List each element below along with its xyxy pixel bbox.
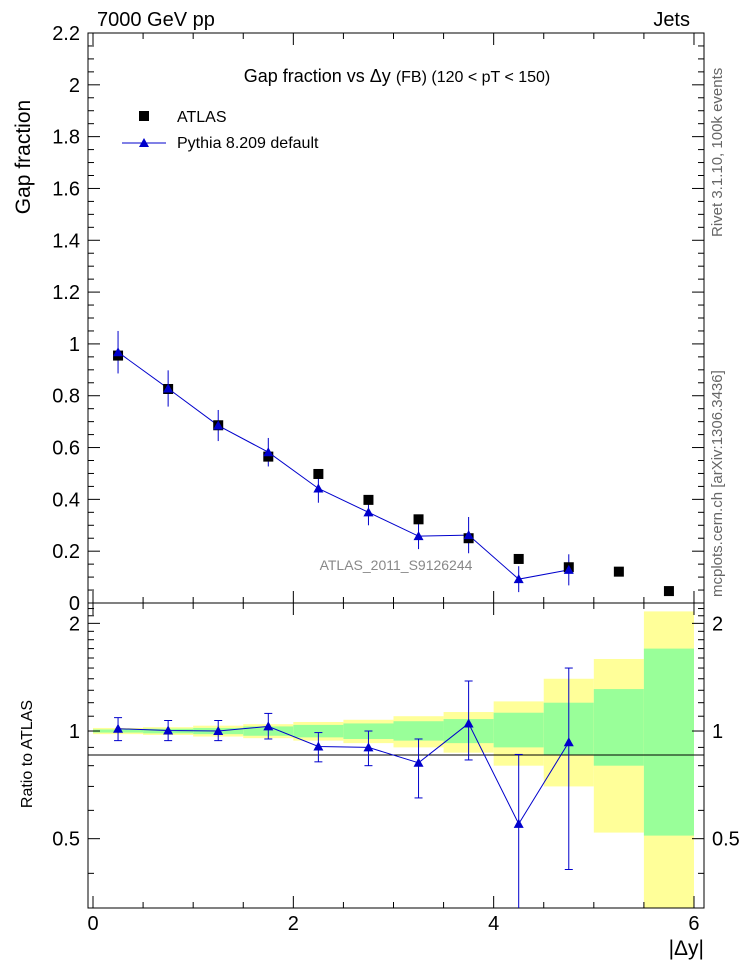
atlas-data-point — [663, 586, 674, 597]
ratio-stat-uncertainty-band — [593, 689, 644, 766]
ratio-data-series — [113, 667, 574, 908]
ratio-data-point — [263, 721, 274, 731]
main-data-series — [113, 330, 674, 597]
main-y-tick-label: 0.4 — [52, 489, 80, 511]
ratio-data-point — [363, 742, 374, 752]
main-panel: 0 0.2 0.4 0.6 0.8 1 1.2 1.4 1.6 1.8 2 2.2 Gap fract… — [12, 23, 705, 615]
header-energy-label: 7000 GeV pp — [97, 9, 215, 31]
x-axis-label: |Δy| — [669, 937, 704, 960]
ratio-y-tick-label: 1 — [69, 721, 80, 743]
legend-pythia-label: Pythia 8.209 default — [177, 135, 319, 152]
ratio-panel: 0.5 0.5 1 1 2 2 0 2 4 6 Ratio to ATLAS |Δy| — [19, 602, 740, 960]
pythia-data-point — [213, 420, 224, 430]
main-chart-title-suffix: (FB) (120 < pT < 150) — [396, 69, 550, 86]
ratio-data-point — [213, 726, 224, 736]
ratio-y-tick-label: 2 — [69, 613, 80, 635]
main-chart-title: Gap fraction vs Δy (FB) (120 < pT < 150) — [244, 66, 551, 86]
pythia-data-point — [113, 347, 124, 357]
atlas-data-point — [613, 566, 624, 577]
main-y-tick-label: 0.8 — [52, 386, 80, 408]
main-y-tick-label: 1.2 — [52, 282, 80, 304]
legend: ATLAS Pythia 8.209 default — [122, 109, 319, 152]
rivet-version-label: Rivet 3.1.10, 100k events — [709, 68, 726, 237]
ratio-y-axis-label: Ratio to ATLAS — [19, 700, 36, 808]
main-y-tick-label: 0 — [69, 593, 80, 615]
atlas-data-point — [513, 553, 524, 564]
main-y-axis-label: Gap fraction — [12, 100, 35, 214]
ratio-y-tick-label-right: 0.5 — [712, 829, 740, 851]
ratio-stat-uncertainty-band — [393, 721, 444, 741]
legend-atlas-marker — [139, 111, 149, 121]
atlas-data-point — [313, 468, 324, 479]
main-y-axis: 0 0.2 0.4 0.6 0.8 1 1.2 1.4 1.6 1.8 2 2.2 — [52, 23, 704, 615]
ratio-stat-uncertainty-band — [293, 724, 344, 738]
pythia-data-point — [413, 531, 424, 541]
main-x-axis — [92, 33, 695, 603]
ratio-data-point — [113, 723, 124, 733]
ratio-data-point — [313, 741, 324, 751]
pythia-data-point — [363, 507, 374, 517]
ratio-data-point — [463, 718, 474, 728]
main-y-tick-label: 2 — [69, 75, 80, 97]
ratio-y-tick-label-right: 1 — [712, 721, 723, 743]
ratio-y-axis: 0.5 0.5 1 1 2 2 — [52, 608, 740, 874]
main-y-tick-label: 1 — [69, 334, 80, 356]
pythia-data-point — [263, 447, 274, 457]
ratio-y-tick-label: 0.5 — [52, 829, 80, 851]
pythia-data-point — [463, 530, 474, 540]
ratio-data-point — [513, 818, 524, 828]
ratio-stat-uncertainty-band — [493, 712, 544, 748]
atlas-data-point — [413, 514, 424, 525]
pythia-data-point — [313, 483, 324, 493]
ratio-stat-uncertainty-band — [643, 648, 694, 836]
atlas-data-point — [263, 451, 274, 462]
mcplots-reference-label: mcplots.cern.ch [arXiv:1306.3436] — [709, 370, 726, 597]
main-y-tick-label: 0.2 — [52, 541, 80, 563]
legend-pythia-marker — [139, 138, 149, 147]
ratio-data-point — [163, 725, 174, 735]
main-chart-title-main: Gap fraction vs Δy — [244, 66, 391, 86]
main-y-tick-label: 2.2 — [52, 23, 80, 45]
x-tick-label: 0 — [87, 913, 98, 935]
x-tick-label: 2 — [288, 913, 299, 935]
ratio-y-tick-label-right: 2 — [712, 613, 723, 635]
main-y-tick-label: 1.4 — [52, 230, 80, 252]
pythia-data-point — [563, 564, 574, 574]
ratio-data-point — [413, 757, 424, 767]
pythia-line — [117, 351, 569, 580]
x-tick-label: 6 — [688, 913, 699, 935]
x-tick-label: 4 — [488, 913, 499, 935]
pythia-data-point — [163, 383, 174, 393]
main-y-tick-label: 0.6 — [52, 438, 80, 460]
header-process-label: Jets — [653, 9, 690, 31]
main-y-tick-label: 1.8 — [52, 127, 80, 149]
legend-atlas-label: ATLAS — [177, 109, 227, 126]
pythia-data-point — [513, 574, 524, 584]
ratio-plot-frame — [87, 602, 705, 909]
main-y-tick-label: 1.6 — [52, 178, 80, 200]
analysis-watermark: ATLAS_2011_S9126244 — [320, 557, 473, 573]
ratio-x-axis: 0 2 4 6 — [87, 603, 700, 935]
ratio-data-point — [563, 737, 574, 747]
ratio-pythia-line — [118, 722, 570, 825]
atlas-data-point — [363, 494, 374, 505]
